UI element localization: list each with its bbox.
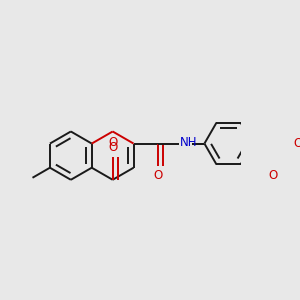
Text: NH: NH xyxy=(180,136,198,149)
Text: O: O xyxy=(108,141,117,154)
Text: O: O xyxy=(153,169,162,182)
Text: O: O xyxy=(268,169,278,182)
Text: O: O xyxy=(294,137,300,150)
Text: O: O xyxy=(108,136,117,148)
